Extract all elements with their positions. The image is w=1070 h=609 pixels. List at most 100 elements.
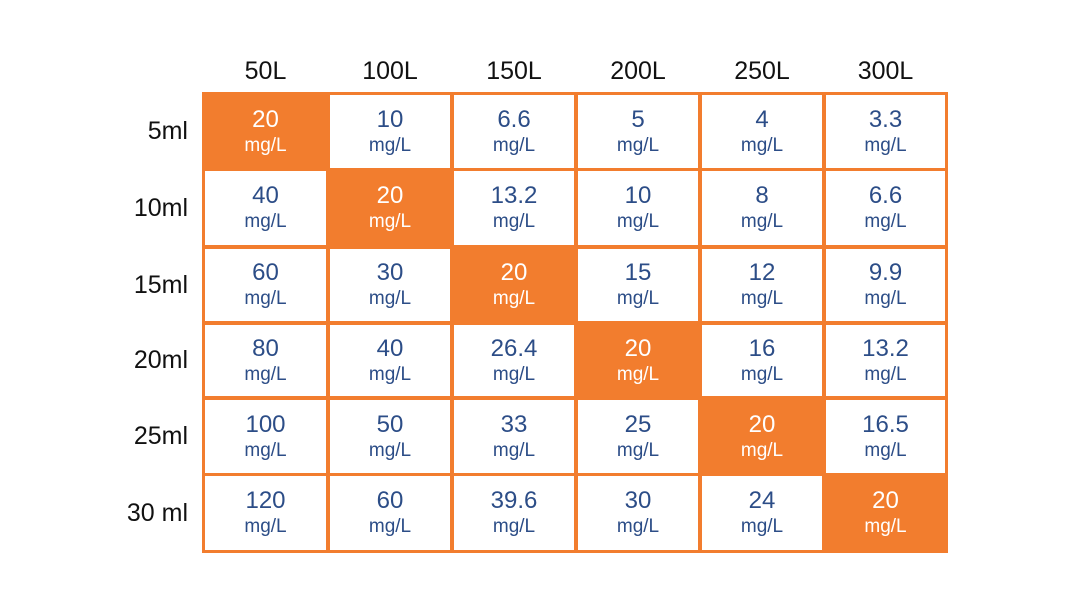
cell-value: 20 xyxy=(500,259,528,286)
table-cell: 16 mg/L xyxy=(699,322,825,399)
table-cell: 6.6 mg/L xyxy=(451,92,577,171)
table-cell: 13.2 mg/L xyxy=(823,322,948,399)
table-cell: 40 mg/L xyxy=(327,322,453,399)
cell-unit: mg/L xyxy=(368,516,412,537)
cell-unit: mg/L xyxy=(492,134,536,156)
cell-value: 40 xyxy=(376,334,404,362)
column-header: 150L xyxy=(486,57,542,85)
column-header: 200L xyxy=(610,57,666,85)
cell-unit: mg/L xyxy=(864,439,907,461)
table-cell: 20 mg/L xyxy=(202,92,329,171)
cell-unit: mg/L xyxy=(616,288,660,309)
table-cell: 30 mg/L xyxy=(575,473,701,553)
cell-value: 20 xyxy=(748,410,776,438)
table-cell: 26.4 mg/L xyxy=(451,322,577,399)
table-cell: 20 mg/L xyxy=(823,473,948,553)
table-cell: 20 mg/L xyxy=(575,322,701,399)
cell-value: 10 xyxy=(376,105,404,133)
table-cell: 100 mg/L xyxy=(202,397,329,476)
cell-value: 20 xyxy=(376,182,404,209)
cell-unit: mg/L xyxy=(244,363,287,385)
cell-unit: mg/L xyxy=(368,363,412,385)
cell-unit: mg/L xyxy=(616,363,660,385)
row-header: 10ml xyxy=(133,194,188,222)
cell-unit: mg/L xyxy=(740,211,784,232)
column-header: 100L xyxy=(362,57,418,85)
cell-value: 25 xyxy=(624,410,652,438)
cell-unit: mg/L xyxy=(740,288,784,309)
table-cell: 9.9 mg/L xyxy=(823,246,948,324)
table-cell: 12 mg/L xyxy=(699,246,825,324)
table-cell: 39.6 mg/L xyxy=(451,473,577,553)
cell-unit: mg/L xyxy=(740,134,784,156)
cell-unit: mg/L xyxy=(864,516,907,537)
table-cell: 10 mg/L xyxy=(327,92,453,171)
cell-value: 6.6 xyxy=(868,182,903,209)
table-cell: 40 mg/L xyxy=(202,168,329,248)
cell-value: 24 xyxy=(748,487,776,514)
cell-unit: mg/L xyxy=(492,211,536,232)
cell-unit: mg/L xyxy=(368,211,412,232)
cell-value: 60 xyxy=(376,487,404,514)
table-cell: 20 mg/L xyxy=(451,246,577,324)
cell-unit: mg/L xyxy=(740,516,784,537)
table-cell: 20 mg/L xyxy=(327,168,453,248)
cell-value: 4 xyxy=(755,105,769,133)
table-cell: 60 mg/L xyxy=(202,246,329,324)
cell-unit: mg/L xyxy=(740,439,784,461)
cell-value: 100 xyxy=(245,410,286,438)
cell-value: 50 xyxy=(376,410,404,438)
row-header: 5ml xyxy=(147,117,188,145)
cell-unit: mg/L xyxy=(864,134,907,156)
cell-unit: mg/L xyxy=(492,439,536,461)
cell-unit: mg/L xyxy=(864,363,907,385)
table-cell: 50 mg/L xyxy=(327,397,453,476)
cell-value: 15 xyxy=(624,259,652,286)
table-cell: 60 mg/L xyxy=(327,473,453,553)
table-cell: 5 mg/L xyxy=(575,92,701,171)
cell-unit: mg/L xyxy=(864,211,907,232)
column-header: 50L xyxy=(244,57,287,85)
table-cell: 30 mg/L xyxy=(327,246,453,324)
cell-value: 10 xyxy=(624,182,652,209)
cell-value: 30 xyxy=(624,487,652,514)
cell-unit: mg/L xyxy=(492,288,536,309)
cell-value: 16 xyxy=(748,334,776,362)
table-cell: 24 mg/L xyxy=(699,473,825,553)
table-cell: 120 mg/L xyxy=(202,473,329,553)
table-cell: 8 mg/L xyxy=(699,168,825,248)
cell-value: 33 xyxy=(500,410,528,438)
cell-unit: mg/L xyxy=(368,134,412,156)
cell-unit: mg/L xyxy=(616,516,660,537)
cell-value: 12 xyxy=(748,259,776,286)
cell-value: 20 xyxy=(252,105,279,133)
table-cell: 10 mg/L xyxy=(575,168,701,248)
column-header: 250L xyxy=(734,57,790,85)
table-cell: 13.2 mg/L xyxy=(451,168,577,248)
cell-value: 20 xyxy=(872,487,899,514)
cell-value: 80 xyxy=(252,334,279,362)
cell-unit: mg/L xyxy=(864,288,907,309)
cell-unit: mg/L xyxy=(492,363,536,385)
cell-value: 60 xyxy=(252,259,279,286)
cell-value: 26.4 xyxy=(490,334,538,362)
cell-unit: mg/L xyxy=(244,516,287,537)
cell-value: 13.2 xyxy=(490,182,538,209)
cell-value: 13.2 xyxy=(862,334,909,362)
cell-unit: mg/L xyxy=(492,516,536,537)
cell-unit: mg/L xyxy=(244,439,287,461)
row-header: 25ml xyxy=(133,422,188,450)
cell-value: 39.6 xyxy=(490,487,538,514)
cell-unit: mg/L xyxy=(616,439,660,461)
row-header: 30 ml xyxy=(126,499,188,527)
column-header: 300L xyxy=(857,57,914,85)
row-header: 20ml xyxy=(133,346,188,374)
cell-value: 9.9 xyxy=(868,259,903,286)
table-cell: 16.5 mg/L xyxy=(823,397,948,476)
cell-unit: mg/L xyxy=(740,363,784,385)
table-cell: 15 mg/L xyxy=(575,246,701,324)
cell-value: 3.3 xyxy=(868,105,903,133)
table-cell: 25 mg/L xyxy=(575,397,701,476)
cell-value: 20 xyxy=(624,334,652,362)
